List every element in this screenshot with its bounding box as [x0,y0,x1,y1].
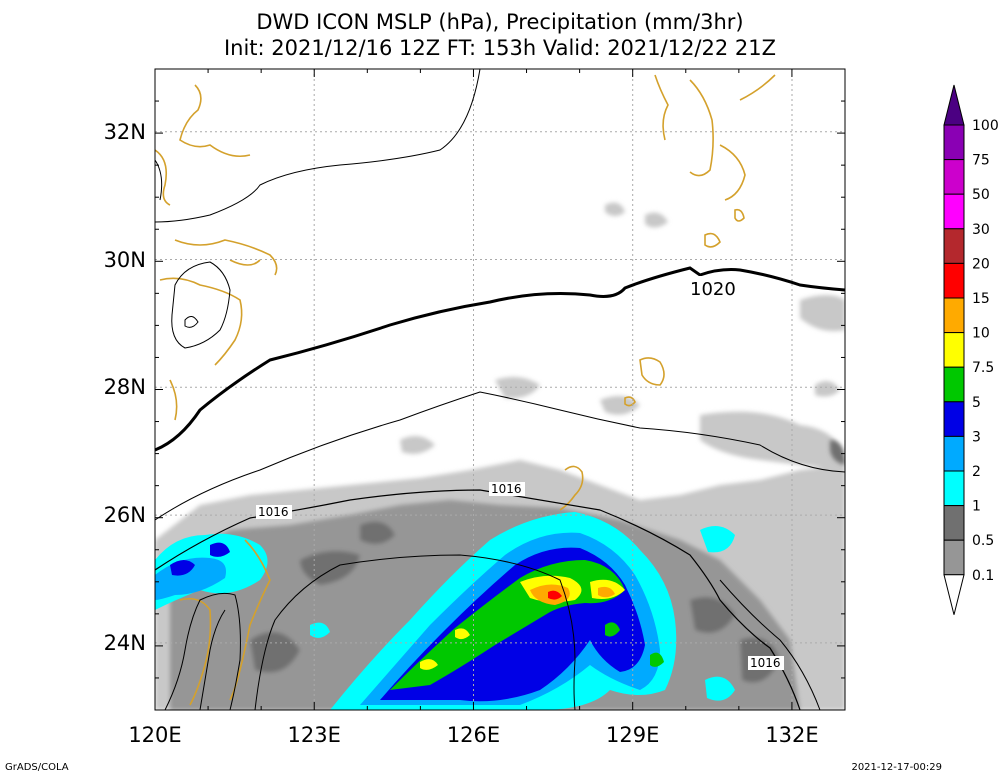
axis-ticks [154,68,846,711]
colorbar-label: 20 [972,256,990,272]
colorbar-swatch [943,262,965,299]
y-tick-label: 30N [104,248,146,272]
x-tick-label: 129E [606,723,659,747]
colorbar-label: 1 [972,499,981,515]
isobar-label-1016-c: 1016 [750,656,781,670]
colorbar-top-triangle [943,84,965,126]
colorbar: 0.1 0.5 1 2 3 5 7.5 10 15 20 30 50 75 100 [943,84,999,615]
y-tick-label: 28N [104,375,146,399]
x-axis-labels: 120E 123E 126E 129E 132E [128,723,818,747]
isobar-label-bg [256,505,292,519]
colorbar-swatch [943,124,965,161]
x-tick-label: 132E [765,723,818,747]
colorbar-swatch [943,435,965,472]
y-tick-label: 26N [104,503,146,527]
x-tick-label: 126E [447,723,500,747]
y-tick-label: 24N [104,631,146,655]
isobar-label-1016-b: 1016 [491,482,522,496]
colorbar-label: 7.5 [972,360,994,376]
colorbar-label: 10 [972,326,990,342]
colorbar-label: 3 [972,429,981,445]
y-axis-labels: 24N 26N 28N 30N 32N [104,120,146,655]
coastlines [155,74,776,706]
colorbar-swatch [943,470,965,507]
isobar-label-bg [688,276,738,298]
colorbar-swatch [943,159,965,195]
colorbar-label: 15 [972,291,990,307]
y-tick-label: 32N [104,120,146,144]
colorbar-swatch [943,297,965,334]
colorbar-label: 50 [972,187,990,203]
map-layers [155,69,845,710]
colorbar-label: 2 [972,464,981,480]
colorbar-label: 100 [972,118,999,134]
colorbar-label: 5 [972,395,981,411]
isobar-label-1020: 1020 [690,279,736,300]
isobar-label-bg [748,656,784,670]
colorbar-label: 75 [972,153,990,169]
x-tick-label: 123E [288,723,341,747]
colorbar-swatch [943,505,965,541]
map-title: DWD ICON MSLP (hPa), Precipitation (mm/3… [256,10,744,34]
colorbar-swatch [943,193,965,230]
footer-timestamp: 2021-12-17-00:29 [851,762,942,773]
colorbar-bottom-triangle [943,574,965,615]
footer-credit: GrADS/COLA [5,762,69,773]
colorbar-label: 0.1 [972,568,994,584]
colorbar-swatch [943,228,965,264]
isobar-label-bg [489,482,525,496]
map-subtitle: Init: 2021/12/16 12Z FT: 153h Valid: 202… [223,36,777,60]
colorbar-swatch [943,332,965,368]
colorbar-label: 0.5 [972,533,994,549]
x-tick-label: 120E [128,723,181,747]
isobar-label-1016-a: 1016 [258,505,289,519]
colorbar-swatch [943,539,965,576]
colorbar-swatch [943,401,965,437]
colorbar-swatch [943,366,965,403]
precip-15-20 [530,584,615,605]
colorbar-label: 30 [972,222,990,238]
